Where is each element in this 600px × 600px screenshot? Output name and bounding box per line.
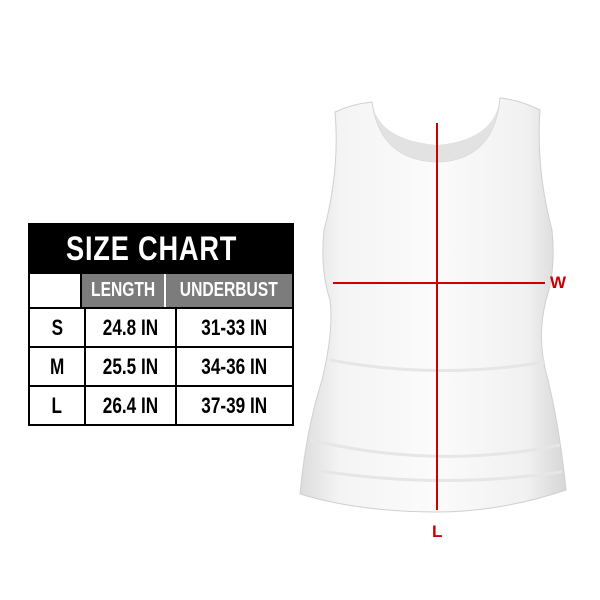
size-chart-table: SIZE CHART LENGTH UNDERBUST S 24.8 IN 31…: [28, 223, 294, 426]
underbust-cell: 34-36 IN: [175, 348, 292, 385]
size-cell: M: [49, 353, 65, 379]
header-empty: [30, 274, 81, 307]
neckline: [372, 98, 500, 162]
header-underbust: UNDERBUST: [164, 274, 292, 307]
length-label: L: [432, 522, 443, 541]
size-chart-title: SIZE CHART: [30, 225, 292, 274]
length-cell: 25.5 IN: [84, 348, 175, 385]
width-label: W: [550, 273, 567, 292]
table-header-row: LENGTH UNDERBUST: [30, 274, 292, 307]
table-row: S 24.8 IN 31-33 IN: [30, 307, 292, 346]
underbust-cell: 37-39 IN: [175, 387, 292, 424]
size-cell: L: [51, 392, 63, 418]
size-cell: S: [51, 314, 63, 340]
header-length: LENGTH: [80, 274, 165, 307]
table-row: M 25.5 IN 34-36 IN: [30, 346, 292, 385]
length-cell: 24.8 IN: [84, 309, 175, 346]
table-row: L 26.4 IN 37-39 IN: [30, 385, 292, 424]
underbust-cell: 31-33 IN: [175, 309, 292, 346]
length-cell: 26.4 IN: [84, 387, 175, 424]
